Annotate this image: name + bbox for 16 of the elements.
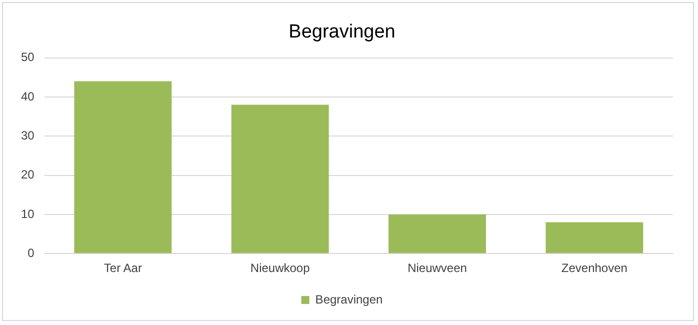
y-tick-label: 40	[20, 89, 35, 104]
y-tick-label: 50	[20, 50, 35, 64]
chart-title: Begravingen	[288, 22, 396, 43]
y-tick-label: 10	[20, 206, 35, 221]
bar	[388, 214, 486, 254]
y-tick-label: 20	[20, 168, 35, 182]
x-tick-label: Nieuwveen	[408, 261, 467, 276]
bar	[546, 222, 644, 254]
bar	[231, 104, 329, 254]
x-tick-label: Zevenhoven	[561, 261, 628, 276]
y-tick-label: 0	[28, 246, 35, 260]
bar	[74, 81, 172, 254]
x-tick-label: Nieuwkoop	[250, 261, 310, 276]
legend-label: Begravingen	[315, 292, 383, 306]
x-tick-label: Ter Aar	[104, 261, 142, 276]
y-tick-label: 30	[20, 128, 35, 142]
